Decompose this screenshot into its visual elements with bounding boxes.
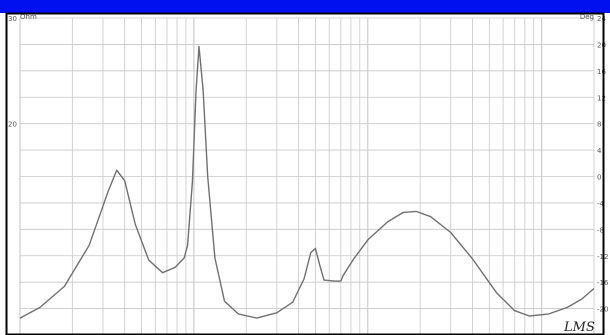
left-axis-unit: Ohm [20, 13, 37, 21]
right-tick-label-0: 24 [597, 15, 606, 23]
right-tick-label-5: 4 [597, 147, 602, 155]
right-tick-label-2: 16 [597, 68, 606, 76]
right-tick-label-1: 20 [597, 41, 606, 49]
right-tick-label-7: -4 [597, 200, 605, 208]
right-axis-unit: Deg [580, 13, 594, 21]
left-tick-label-1: 20 [8, 121, 17, 129]
right-tick-label-4: 8 [597, 121, 601, 129]
series-layer [19, 45, 595, 319]
right-tick-label-3: 12 [597, 94, 606, 102]
right-tick-label-6: 0 [597, 174, 601, 182]
header-bar [0, 0, 610, 13]
left-tick-label-0: 30 [8, 15, 17, 23]
series-line-0 [19, 45, 595, 319]
right-tick-label-8: -8 [597, 226, 604, 234]
lms-watermark: LMS [563, 320, 595, 335]
